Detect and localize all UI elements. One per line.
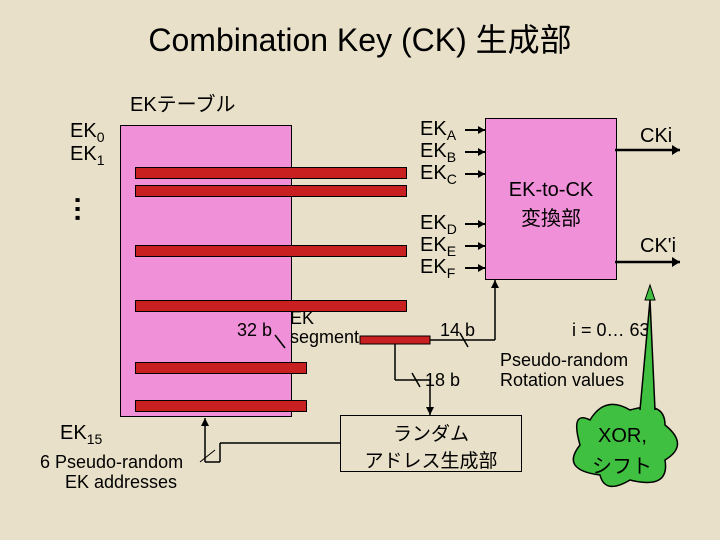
red-bar: [135, 245, 407, 257]
ekf-label: EKF: [420, 256, 455, 281]
cki-prime-label: CK'i: [640, 235, 676, 258]
vdots: …: [80, 195, 88, 223]
iter-label: i = 0… 63: [572, 320, 650, 341]
ek15-label: EK15: [60, 422, 102, 447]
ek-seg1: EK: [290, 308, 314, 329]
pseudo-addr2: EK addresses: [65, 472, 177, 493]
bit32-label: 32 b: [237, 320, 272, 341]
red-bar: [135, 167, 407, 179]
red-bar: [135, 362, 307, 374]
shift-label: シフト: [592, 450, 652, 479]
bit18-label: 18 b: [425, 370, 460, 391]
prr2: Rotation values: [500, 370, 624, 391]
red-bar: [135, 300, 407, 312]
ek-seg2: segment: [290, 327, 359, 348]
ek0-label: EK0: [70, 120, 104, 145]
ekc-label: EKC: [420, 162, 457, 187]
random-addr-box: ランダム アドレス生成部: [340, 415, 522, 472]
random-addr2: アドレス生成部: [341, 446, 521, 473]
cki-label: CKi: [640, 125, 672, 148]
red-bar: [135, 185, 407, 197]
bit14-label: 14 b: [440, 320, 475, 341]
ek1-label: EK1: [70, 143, 104, 168]
pseudo-addr1: 6 Pseudo-random: [40, 452, 183, 473]
page-title: Combination Key (CK) 生成部: [0, 15, 720, 61]
prr1: Pseudo-random: [500, 350, 628, 371]
henkanbu-label: 変換部: [486, 202, 616, 231]
ek-to-ck-box: EK-to-CK 変換部: [485, 118, 617, 280]
red-bar: [135, 400, 307, 412]
ek-to-ck-label: EK-to-CK: [486, 179, 616, 202]
random-addr1: ランダム: [341, 419, 521, 446]
ek-table-label: EKテーブル: [130, 88, 235, 117]
xor-label: XOR,: [598, 425, 647, 448]
